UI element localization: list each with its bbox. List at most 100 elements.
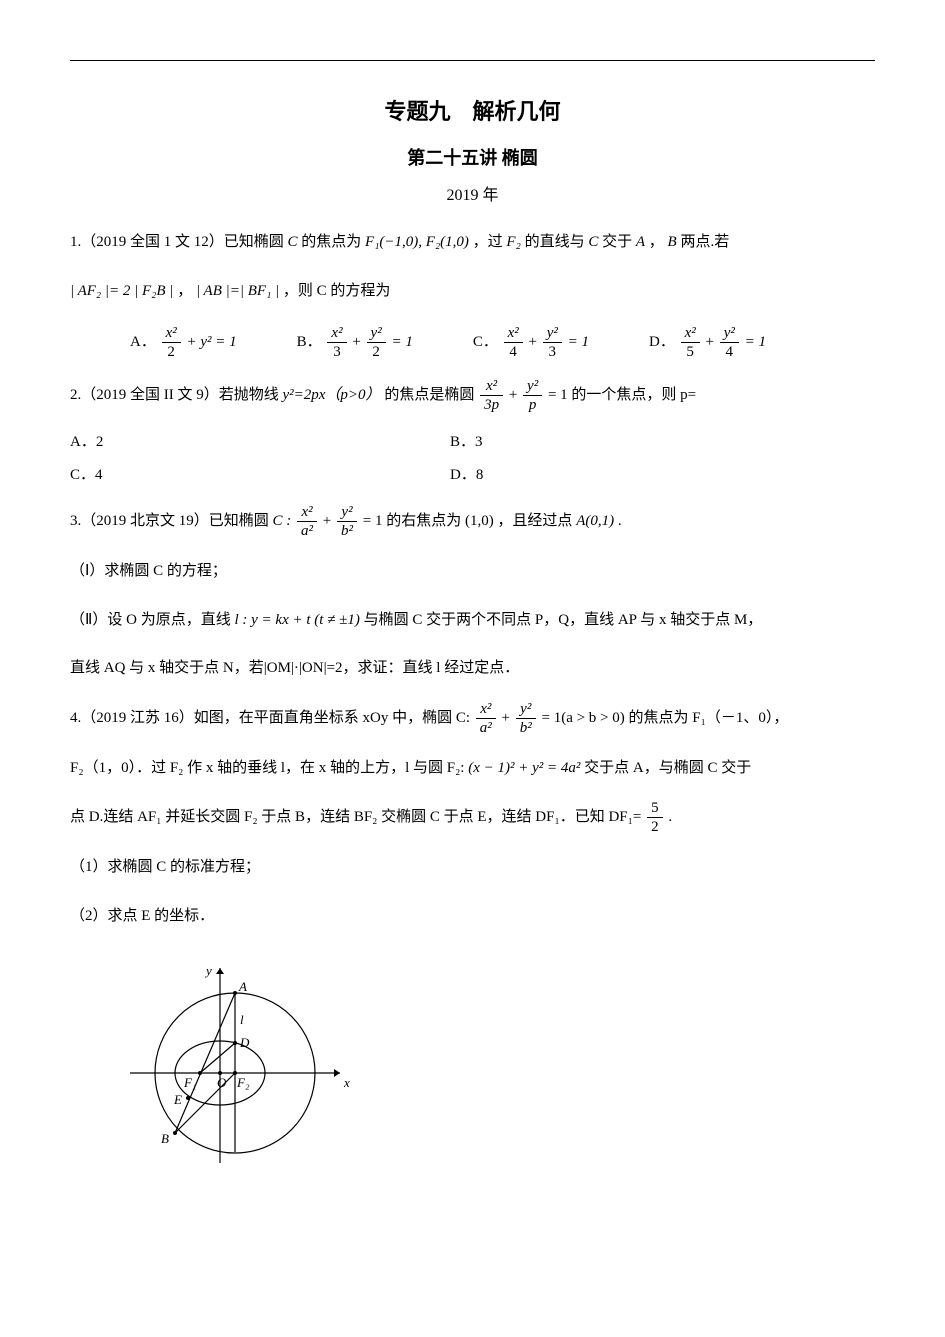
q1-t: ，则 C 的方程为: [283, 283, 391, 299]
svg-text:y: y: [204, 963, 212, 978]
page-title: 专题九 解析几何: [70, 91, 875, 133]
question-3: 3.（2019 北京文 19）已知椭圆 C : x²a² + y²b² = 1 …: [70, 503, 875, 540]
label: B．: [297, 334, 322, 350]
plus: +: [352, 334, 364, 350]
q2-t: 的焦点是椭圆: [384, 387, 478, 403]
svg-text:D: D: [239, 1035, 250, 1050]
svg-text:x: x: [343, 1075, 350, 1090]
plus: +: [529, 334, 541, 350]
q1-eq1: | AF₂ |= 2 | F₂B |: [70, 283, 173, 299]
svg-text:B: B: [161, 1131, 169, 1146]
q1-t: 的直线与: [525, 234, 589, 250]
den: b²: [337, 522, 357, 540]
q1-choice-B: B． x²3 + y²2 = 1: [297, 324, 413, 361]
q1-t: 的焦点为: [301, 234, 365, 250]
label: A．: [130, 334, 156, 350]
plus: +: [323, 513, 335, 529]
q2-opt-B: B．3: [450, 428, 875, 457]
q1-C2: C: [588, 234, 598, 250]
q1-text: 1.（2019 全国 1 文 12）已知椭圆: [70, 234, 288, 250]
q1-C: C: [288, 234, 298, 250]
den: 4: [720, 343, 739, 361]
q2-tail: = 1 的一个焦点，则 p=: [548, 387, 696, 403]
q4-line3: 点 D.连结 AF₁ 并延长交圆 F₂ 于点 B，连结 BF₂ 交椭圆 C 于点…: [70, 799, 875, 836]
q1-t: 两点.若: [680, 234, 729, 250]
q1-t: ，: [649, 234, 664, 250]
q1-choice-C: C． x²4 + y²3 = 1: [473, 324, 589, 361]
page-year: 2019 年: [70, 181, 875, 211]
q2-text: 2.（2019 全国 II 文 9）若抛物线: [70, 387, 283, 403]
q1-choices: A． x²2 + y² = 1 B． x²3 + y²2 = 1 C． x²4 …: [130, 324, 875, 361]
num: x²: [476, 700, 496, 719]
den: 2: [162, 343, 181, 361]
q4-figure: yxAlDF₁OF₂EB: [100, 953, 875, 1173]
question-1: 1.（2019 全国 1 文 12）已知椭圆 C 的焦点为 F₁(−1,0), …: [70, 225, 875, 260]
plus: +: [706, 334, 718, 350]
q3-text: 3.（2019 北京文 19）已知椭圆: [70, 513, 273, 529]
question-2: 2.（2019 全国 II 文 9）若抛物线 y²=2px（p>0） 的焦点是椭…: [70, 377, 875, 414]
den: 5: [681, 343, 700, 361]
top-rule: [70, 60, 875, 61]
num: x²: [162, 324, 181, 343]
question-1-line2: | AF₂ |= 2 | F₂B | ， | AB |=| BF₁ | ，则 C…: [70, 274, 875, 309]
q4-l2b: 交于点 A，与椭圆 C 交于: [584, 760, 751, 776]
svg-text:F₂: F₂: [236, 1075, 250, 1090]
den: 3p: [480, 396, 503, 414]
num: y²: [516, 700, 536, 719]
den: 2: [367, 343, 386, 361]
den: a²: [297, 522, 317, 540]
num: y²: [543, 324, 562, 343]
tail: = 1: [391, 334, 412, 350]
q1-choice-A: A． x²2 + y² = 1: [130, 324, 237, 361]
q1-choice-D: D． x²5 + y²4 = 1: [649, 324, 766, 361]
den: 3: [327, 343, 346, 361]
q3-p2a: （Ⅱ）设 O 为原点，直线: [70, 612, 234, 628]
q4-text: 4.（2019 江苏 16）如图，在平面直角坐标系 xOy 中，椭圆 C:: [70, 710, 474, 726]
svg-text:O: O: [217, 1075, 227, 1090]
q2-opt-A: A．2: [70, 428, 450, 457]
plus: +: [509, 387, 521, 403]
den: b²: [516, 719, 536, 737]
q3-C: C :: [273, 513, 292, 529]
q1-F2: F₂: [506, 234, 520, 250]
q4-line2: F₂（1，0）．过 F₂ 作 x 轴的垂线 l，在 x 轴的上方，l 与圆 F₂…: [70, 751, 875, 786]
svg-text:l: l: [240, 1012, 244, 1027]
den: 3: [543, 343, 562, 361]
tail: = 1: [745, 334, 766, 350]
q4-circ: (x − 1)² + y² = 4a²: [468, 760, 580, 776]
figure-svg: yxAlDF₁OF₂EB: [100, 953, 360, 1173]
q4-l3b: .: [668, 809, 672, 825]
num: x²: [480, 377, 503, 396]
label: C．: [473, 334, 498, 350]
q2-eq: y²=2px（p>0）: [283, 387, 381, 403]
q1-B: B: [668, 234, 677, 250]
num: y²: [337, 503, 357, 522]
q3-pt: A(0,1): [576, 513, 614, 529]
q3-part2: （Ⅱ）设 O 为原点，直线 l : y = kx + t (t ≠ ±1) 与椭…: [70, 603, 875, 638]
q2-opt-D: D．8: [450, 461, 875, 490]
q1-foci: F₁(−1,0), F₂(1,0): [365, 234, 469, 250]
label: D．: [649, 334, 675, 350]
num: x²: [504, 324, 523, 343]
num: x²: [327, 324, 346, 343]
tail: + y² = 1: [187, 334, 237, 350]
den: p: [523, 396, 542, 414]
q3-part2c: 直线 AQ 与 x 轴交于点 N，若|OM|·|ON|=2，求证：直线 l 经过…: [70, 651, 875, 686]
q3-part1: （Ⅰ）求椭圆 C 的方程；: [70, 554, 875, 589]
q3-p2b: 与椭圆 C 交于两个不同点 P，Q，直线 AP 与 x 轴交于点 M，: [364, 612, 763, 628]
q4-p2: （2）求点 E 的坐标．: [70, 899, 875, 934]
den: 4: [504, 343, 523, 361]
question-4: 4.（2019 江苏 16）如图，在平面直角坐标系 xOy 中，椭圆 C: x²…: [70, 700, 875, 737]
q2-options: A．2 B．3 C．4 D．8: [70, 428, 875, 489]
tail: = 1: [568, 334, 589, 350]
num: y²: [367, 324, 386, 343]
num: x²: [681, 324, 700, 343]
num: x²: [297, 503, 317, 522]
q4-l3a: 点 D.连结 AF₁ 并延长交圆 F₂ 于点 B，连结 BF₂ 交椭圆 C 于点…: [70, 809, 645, 825]
page-subtitle: 第二十五讲 椭圆: [70, 141, 875, 175]
q1-t: ，: [177, 283, 192, 299]
plus: +: [502, 710, 514, 726]
q1-eq2: | AB |=| BF₁ |: [196, 283, 279, 299]
q4-l2a: F₂（1，0）．过 F₂ 作 x 轴的垂线 l，在 x 轴的上方，l 与圆 F₂…: [70, 760, 468, 776]
q1-t: ，过: [473, 234, 507, 250]
